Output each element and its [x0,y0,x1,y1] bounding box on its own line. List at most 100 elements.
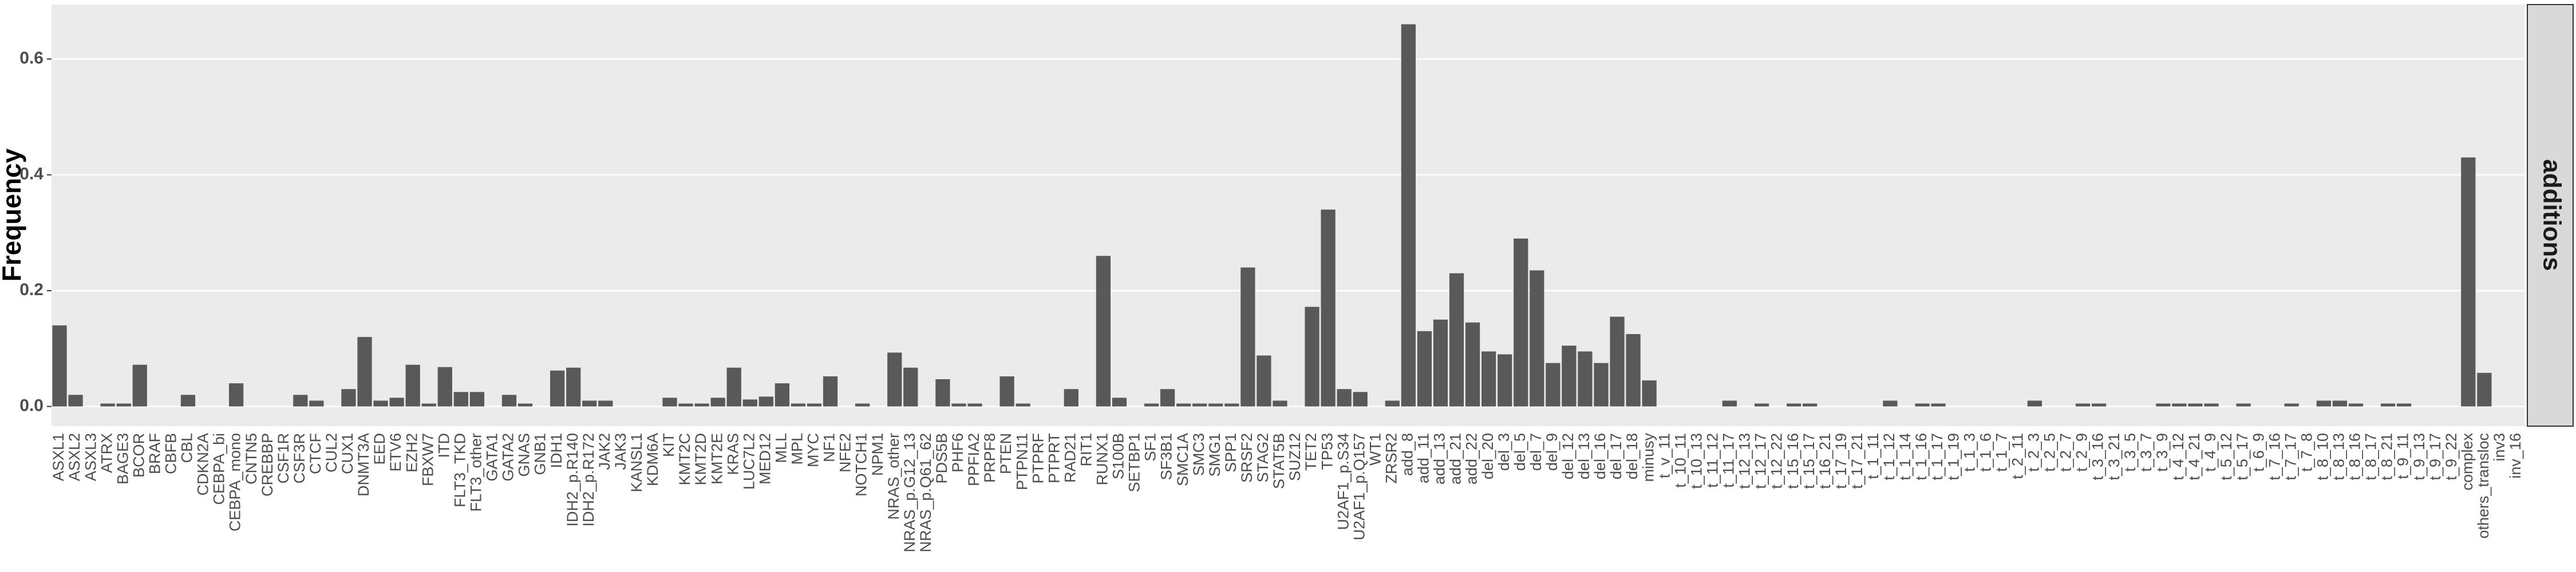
bar [582,400,597,407]
bar [1321,209,1336,407]
x-tick-label: t_17_19 [1832,433,1850,489]
bar [807,403,822,407]
x-tick-label: t_1_6 [1977,433,1994,472]
bar [2188,403,2203,407]
x-tick-label: others_transloc [2475,433,2492,539]
bar [2204,403,2219,407]
x-tick-label: FLT3_TKD [451,433,468,507]
bar [2332,400,2348,407]
x-tick-label: t_2_3 [2025,433,2042,472]
x-tick-label: IDH2_p.R172 [580,433,597,527]
bar [228,383,244,407]
x-tick-label: GNAS [516,433,533,477]
x-tick-label: PTPRT [1045,433,1062,483]
x-tick-label: del_5 [1511,433,1528,471]
x-tick-label: RIT1 [1077,433,1095,467]
x-tick-label: EZH2 [403,433,420,472]
bar [100,403,115,407]
bar [1642,380,1657,407]
x-tick-label: ATRX [98,433,115,473]
x-tick-label: MYC [805,433,822,467]
x-tick-label: t_11_17 [1720,433,1737,488]
bar [2236,403,2251,407]
bar [2380,403,2396,407]
x-tick-label: PTEN [997,433,1014,474]
x-tick-label: t_12_17 [1752,433,1769,489]
x-tick-label: t_1_14 [1897,433,1914,480]
bar [1883,400,1898,407]
bar [1449,273,1464,407]
bar [903,367,918,407]
x-tick-label: t_3_16 [2089,433,2107,480]
bar [1931,403,1946,407]
x-tick-label: del_3 [1495,433,1512,471]
x-tick-label: add_8 [1399,433,1416,476]
x-tick-label: t_2_11 [2009,433,2026,479]
x-tick-label: t_10_11 [1672,433,1689,488]
x-tick-label: t_7_16 [2266,433,2283,480]
x-tick-label: add_13 [1431,433,1448,484]
x-tick-label: CSF3R [291,433,308,484]
bar [1803,403,1818,407]
bar [1610,316,1625,407]
x-tick-label: t_7_8 [2298,433,2315,472]
x-tick-label: GNB1 [532,433,549,475]
bar [437,367,452,407]
bar [1192,403,1207,407]
x-tick-label: BAGE3 [114,433,131,484]
x-tick-label: PHF6 [949,433,966,472]
bar [1257,355,1271,407]
bar [2284,403,2299,407]
x-tick-label: t_3_21 [2105,433,2123,480]
bar [1305,307,1319,407]
x-tick-label: t_5_12 [2218,433,2235,480]
x-tick-label: t_v_11 [1656,433,1673,478]
x-tick-label: S100B [1110,433,1127,479]
bar [2156,403,2171,407]
bar [501,395,517,407]
facet-strip [2527,4,2574,427]
bar [1514,238,1528,407]
bar [742,399,757,407]
bar [598,400,613,407]
bar [309,400,324,407]
x-tick-label: t_6_9 [2250,433,2267,472]
x-tick-label: del_12 [1559,433,1577,479]
x-tick-label: RUNX1 [1094,433,1111,486]
x-tick-label: U2AF1_p.S34 [1334,433,1352,530]
x-tick-label: NPM1 [869,433,886,476]
x-tick-label: ZRSR2 [1382,433,1400,484]
bar [1112,398,1127,407]
bar [2075,403,2091,407]
bar [68,395,83,407]
bar [1417,331,1432,407]
x-tick-label: CDKN2A [195,433,212,496]
bar [1016,403,1030,407]
x-tick-label: complex [2459,433,2476,491]
x-tick-label: t_2_9 [2073,433,2091,472]
x-tick-label: add_22 [1463,433,1480,484]
x-tick-label: CUL2 [323,433,340,472]
x-tick-label: t_7_17 [2282,433,2299,480]
bar [469,392,484,407]
y-tick-label: 0.2 [19,280,44,299]
bar [758,396,773,407]
bar [791,403,806,407]
facet-label: additions [2538,159,2566,271]
x-tick-label: add_11 [1415,433,1432,483]
x-tick-label: SETBP1 [1126,433,1143,492]
x-tick-label: add_21 [1447,433,1464,484]
x-tick-label: NFE2 [837,433,854,472]
x-tick-label: JAK3 [612,433,629,470]
x-tick-label: SUZ12 [1286,433,1303,481]
bar [775,383,789,407]
bar [951,403,966,407]
x-tick-label: t_9_11 [2395,433,2412,479]
x-tick-label: t_1_17 [1929,433,1946,480]
x-tick-label: del_7 [1527,433,1544,471]
x-tick-label: DNMT3A [355,433,372,496]
x-tick-label: ITD [435,433,452,458]
x-tick-label: t_1_3 [1961,433,1978,472]
x-tick-label: t_3_9 [2154,433,2171,472]
x-tick-label: del_9 [1543,433,1560,471]
